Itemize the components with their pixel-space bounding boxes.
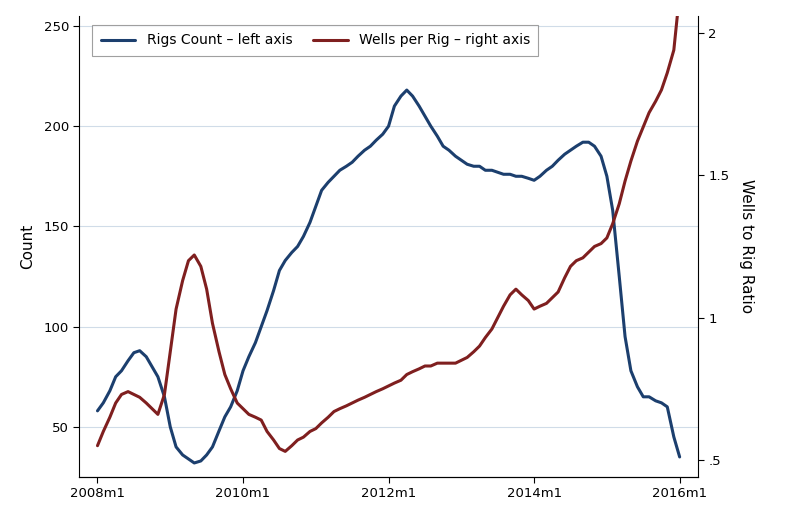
Legend: Rigs Count – left axis, Wells per Rig – right axis: Rigs Count – left axis, Wells per Rig – … [93,25,538,56]
Y-axis label: Wells to Rig Ratio: Wells to Rig Ratio [739,179,754,314]
Y-axis label: Count: Count [20,224,35,269]
